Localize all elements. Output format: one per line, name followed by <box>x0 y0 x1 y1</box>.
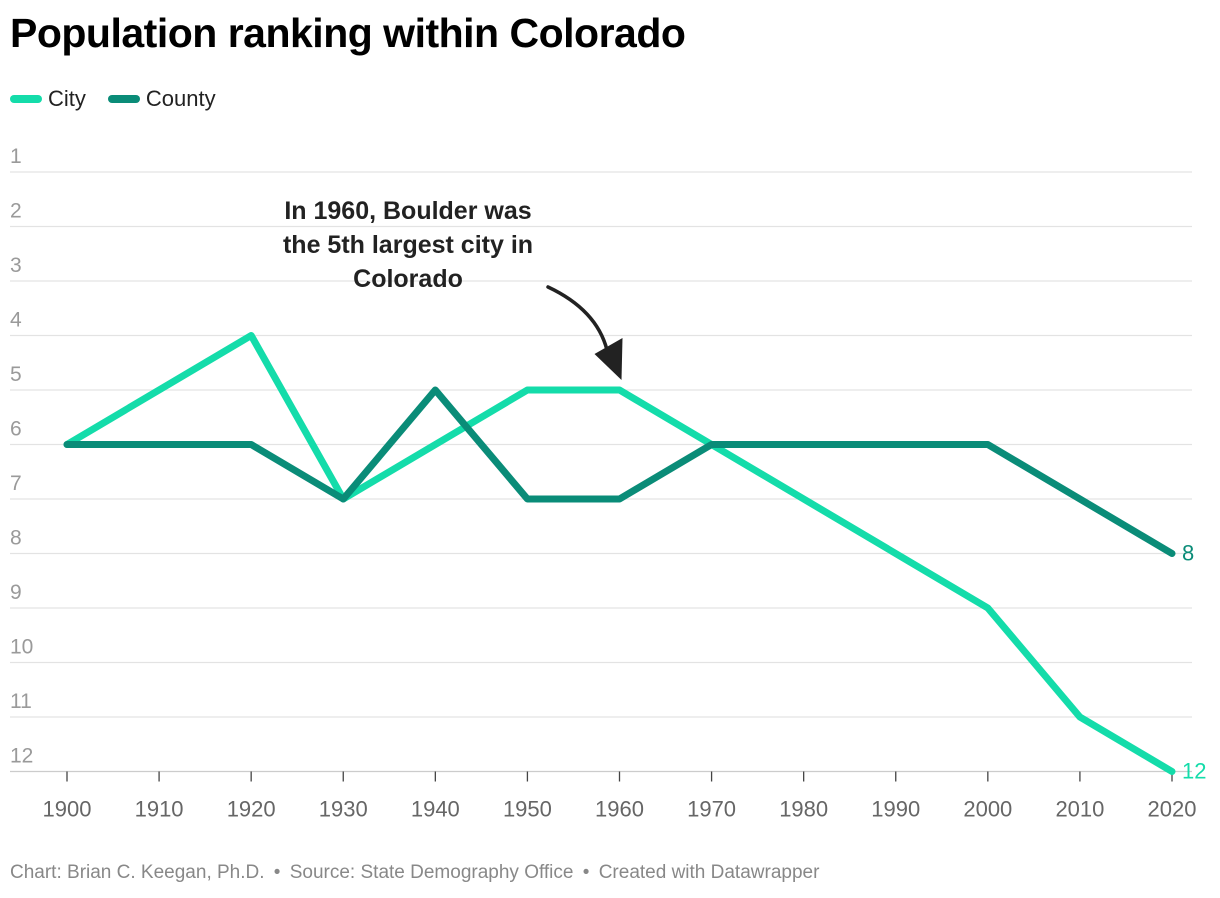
x-axis: 1900 1910 1920 1930 1940 1950 1960 1970 1980 1990… <box>43 771 1197 822</box>
y-tick-label: 5 <box>10 363 22 386</box>
series-end-labels: 12 8 <box>1182 541 1206 784</box>
x-tick-label: 1980 <box>779 797 828 822</box>
legend-item-county[interactable]: County <box>107 86 216 112</box>
annotation: In 1960, Boulder was the 5th largest city… <box>283 197 623 380</box>
grid <box>10 171 1192 773</box>
annotation-text: the 5th largest city in <box>283 231 533 259</box>
legend-swatch-city <box>10 95 42 103</box>
y-tick-label: 4 <box>10 309 22 332</box>
footer-created: Created with Datawrapper <box>598 862 820 883</box>
y-tick-label: 2 <box>10 200 22 223</box>
legend-label-city: City <box>48 86 86 111</box>
y-tick-label: 6 <box>10 418 22 441</box>
x-tick-label: 1920 <box>227 797 276 822</box>
y-tick-label: 7 <box>10 472 22 495</box>
annotation-text: In 1960, Boulder was <box>284 197 531 225</box>
x-tick-label: 2000 <box>963 797 1012 822</box>
annotation-arrow-head <box>594 338 623 380</box>
x-tick-label: 1950 <box>503 797 552 822</box>
series-line-county <box>63 386 1176 557</box>
y-tick-label: 3 <box>10 254 22 277</box>
footer-source: Source: State Demography Office <box>289 862 574 883</box>
legend-label-county: County <box>145 86 216 111</box>
y-tick-label: 10 <box>10 636 33 659</box>
y-tick-label: 9 <box>10 581 22 604</box>
legend-item-city[interactable]: City <box>10 86 86 112</box>
footer-separator: • <box>582 862 590 883</box>
x-tick-label: 1990 <box>871 797 920 822</box>
chart-title: Population ranking within Colorado <box>10 10 686 56</box>
footer-separator: • <box>273 862 281 883</box>
y-tick-label: 8 <box>10 527 22 550</box>
legend: City County <box>10 86 216 112</box>
x-tick-label: 1960 <box>595 797 644 822</box>
annotation-text: Colorado <box>353 265 463 293</box>
series-lines <box>63 332 1176 775</box>
y-tick-label: 1 <box>10 145 22 168</box>
series-line-city <box>63 332 1176 775</box>
y-tick-label: 12 <box>10 745 33 768</box>
legend-swatch-county <box>107 95 140 103</box>
x-tick-label: 2010 <box>1055 797 1104 822</box>
end-label-county: 8 <box>1182 541 1194 566</box>
x-tick-label: 1900 <box>43 797 92 822</box>
footer: Chart: Brian C. Keegan, Ph.D. • Source: … <box>10 862 819 884</box>
footer-chart-credit: Chart: Brian C. Keegan, Ph.D. <box>10 862 265 883</box>
x-tick-label: 1940 <box>411 797 460 822</box>
y-tick-label: 11 <box>10 690 32 713</box>
end-label-city: 12 <box>1182 759 1206 784</box>
x-tick-label: 1970 <box>687 797 736 822</box>
x-tick-label: 2020 <box>1148 797 1197 822</box>
annotation-arrow-line <box>546 285 609 352</box>
x-tick-label: 1930 <box>319 797 368 822</box>
x-tick-label: 1910 <box>135 797 184 822</box>
